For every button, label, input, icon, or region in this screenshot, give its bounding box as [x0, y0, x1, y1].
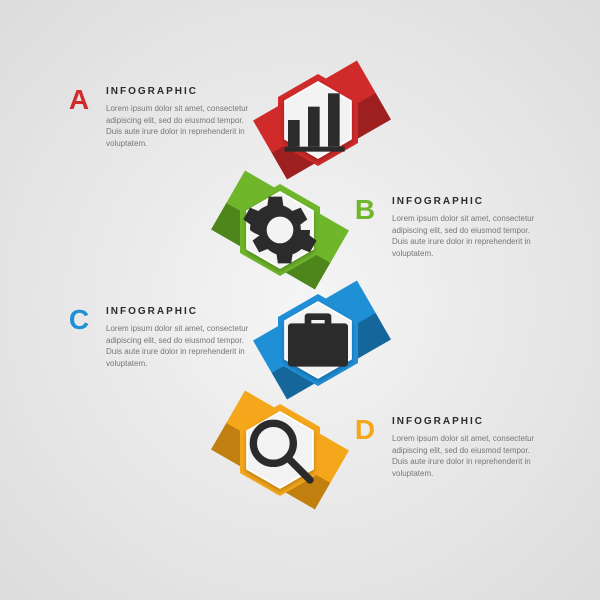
step-title: INFOGRAPHIC	[106, 306, 256, 317]
step-desc: Lorem ipsum dolor sit amet, consectetur …	[106, 323, 256, 369]
briefcase-icon	[278, 294, 358, 386]
infographic-stage: A INFOGRAPHIC Lorem ipsum dolor sit amet…	[0, 0, 600, 600]
step-letter: C	[66, 306, 92, 334]
gear-icon	[240, 184, 320, 276]
step-desc: Lorem ipsum dolor sit amet, consectetur …	[392, 213, 542, 259]
magnifier-icon	[240, 404, 320, 496]
step-title: INFOGRAPHIC	[392, 196, 542, 207]
step-letter: B	[352, 196, 378, 224]
step-title: INFOGRAPHIC	[392, 416, 542, 427]
step-desc: Lorem ipsum dolor sit amet, consectetur …	[106, 103, 256, 149]
step-d-text: D INFOGRAPHIC Lorem ipsum dolor sit amet…	[352, 416, 542, 479]
step-letter: A	[66, 86, 92, 114]
hex-a	[278, 74, 358, 166]
step-desc: Lorem ipsum dolor sit amet, consectetur …	[392, 433, 542, 479]
hex-b	[240, 184, 320, 276]
bar-chart-icon	[278, 74, 358, 166]
step-title: INFOGRAPHIC	[106, 86, 256, 97]
hex-d	[240, 404, 320, 496]
step-letter: D	[352, 416, 378, 444]
step-b-text: B INFOGRAPHIC Lorem ipsum dolor sit amet…	[352, 196, 542, 259]
step-a-text: A INFOGRAPHIC Lorem ipsum dolor sit amet…	[66, 86, 256, 149]
hex-c	[278, 294, 358, 386]
step-c-text: C INFOGRAPHIC Lorem ipsum dolor sit amet…	[66, 306, 256, 369]
